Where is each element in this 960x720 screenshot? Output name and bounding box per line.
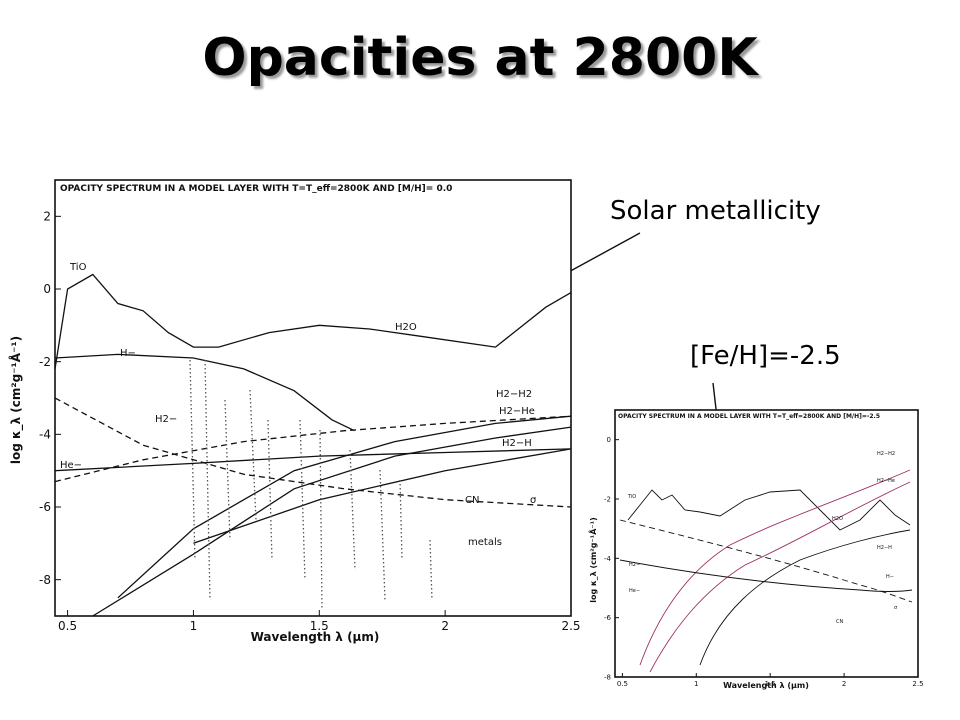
y-axis-label: log κ_λ (cm²g⁻¹Å⁻¹) xyxy=(8,336,24,464)
y-tick-label: -4 xyxy=(39,428,51,442)
x-axis-label-2: Wavelength λ (μm) xyxy=(723,681,809,690)
y-tick-label: 0 xyxy=(607,436,611,444)
curve-label-h2: H2− xyxy=(629,562,640,568)
curve-label-h2: H2− xyxy=(155,414,177,425)
y-tick-labels-2: 0 -2 -4 -6 -8 xyxy=(604,436,619,681)
y-tick-label: -2 xyxy=(39,355,51,369)
curve-label-he: He− xyxy=(60,460,82,471)
x-tick-label: 1 xyxy=(190,619,198,633)
curve-label-cn: CN xyxy=(465,495,479,506)
curve-label-metals: metals xyxy=(468,537,502,548)
x-tick-label: 1.5 xyxy=(310,619,329,633)
slide-title: Opacities at 2800K xyxy=(202,28,758,88)
curve-label-tio: TiO xyxy=(69,262,87,273)
chart-metal-poor: OPACITY SPECTRUM IN A MODEL LAYER WITH T… xyxy=(588,409,924,690)
series-h2 xyxy=(54,415,572,483)
x-tick-label: 2 xyxy=(842,680,846,688)
metal-poor-label: [Fe/H]=-2.5 xyxy=(690,341,841,371)
curve-label-cn: CN xyxy=(836,619,843,625)
series-h2-h xyxy=(699,529,911,666)
curve-label-he: He− xyxy=(629,588,640,594)
atomic-line-features xyxy=(189,359,433,611)
series-h2-h xyxy=(193,448,572,544)
series-group-2 xyxy=(619,469,913,673)
curve-label-: σ xyxy=(530,495,537,506)
series-h2-he xyxy=(649,481,911,673)
series-h2-h2 xyxy=(117,415,572,599)
series- xyxy=(54,397,572,508)
curve-label-h2o: H2O xyxy=(395,322,417,333)
curve-label-h2-he: H2−He xyxy=(877,478,895,484)
chart-title-2: OPACITY SPECTRUM IN A MODEL LAYER WITH T… xyxy=(618,413,880,420)
chart-title: OPACITY SPECTRUM IN A MODEL LAYER WITH T… xyxy=(60,184,452,194)
series-sigma xyxy=(619,519,913,603)
y-tick-label: -4 xyxy=(604,555,612,563)
x-tick-label: 2 xyxy=(441,619,449,633)
curve-labels-2: TiO H2O H2−H2 H2−He H2−H H− H2− He− CN σ xyxy=(627,451,898,625)
y-tick-label: -8 xyxy=(604,673,611,681)
curve-label-tio: TiO xyxy=(627,494,636,500)
series-tio-h2o xyxy=(54,273,572,370)
x-tick-label: 2.5 xyxy=(561,619,580,633)
curve-label-h2-h2: H2−H2 xyxy=(496,389,532,400)
series-he xyxy=(54,448,572,472)
y-tick-label: -6 xyxy=(604,614,612,622)
curve-label-h2-h: H2−H xyxy=(877,545,892,551)
series-h2o-tio xyxy=(627,489,911,531)
plot-frame xyxy=(54,179,572,617)
curve-label-h2-h2: H2−H2 xyxy=(877,451,895,457)
series-group xyxy=(54,273,572,617)
curve-labels: TiO H− H2O H2− H2−H2 H2−He H2−H He− CN σ metals xyxy=(60,262,537,548)
x-tick-label: 0.5 xyxy=(617,680,628,688)
plot-frame-2 xyxy=(614,409,919,678)
y-tick-label: 0 xyxy=(43,282,51,296)
y-tick-label: -8 xyxy=(39,573,51,587)
y-tick-label: 2 xyxy=(43,210,51,224)
x-tick-labels: 0.5 1 1.5 2 2.5 xyxy=(58,610,581,633)
curve-label-: σ xyxy=(894,605,898,611)
x-tick-label: 0.5 xyxy=(58,619,77,633)
curve-label-h2-h: H2−H xyxy=(502,438,532,449)
series-h2-he xyxy=(92,426,572,617)
y-axis-label-2: log κ_λ (cm²g⁻¹Å⁻¹) xyxy=(588,517,598,603)
x-tick-label: 1.5 xyxy=(765,680,776,688)
chart-solar-metallicity: OPACITY SPECTRUM IN A MODEL LAYER WITH T… xyxy=(8,179,581,644)
x-tick-label: 2.5 xyxy=(912,680,923,688)
curve-label-h2o: H2O xyxy=(832,516,843,522)
curve-label-h: H− xyxy=(886,574,894,580)
y-tick-label: -6 xyxy=(39,500,51,514)
x-tick-label: 1 xyxy=(694,680,698,688)
series-h2-h2 xyxy=(639,469,911,666)
x-axis-label: Wavelength λ (μm) xyxy=(251,630,380,644)
series-h xyxy=(54,353,355,432)
series-he-minus xyxy=(619,559,913,592)
curve-label-h: H− xyxy=(120,348,136,359)
y-tick-label: -2 xyxy=(604,495,611,503)
curve-label-h2-he: H2−He xyxy=(499,406,535,417)
y-tick-labels: 2 0 -2 -4 -6 -8 xyxy=(39,210,61,587)
x-tick-labels-2: 0.5 1 1.5 2 2.5 xyxy=(617,673,924,688)
solar-metallicity-label: Solar metallicity xyxy=(610,196,821,226)
